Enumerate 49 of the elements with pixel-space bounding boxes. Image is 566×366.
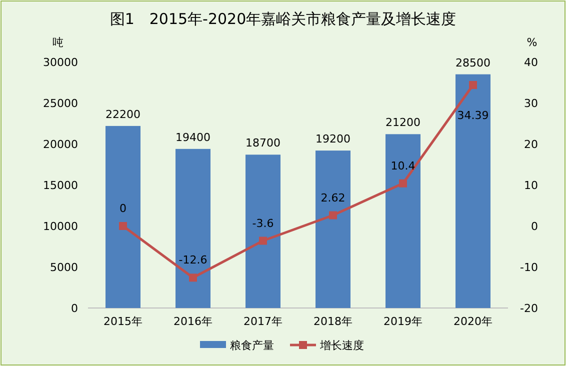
data-label: 34.39 xyxy=(457,109,489,122)
bar xyxy=(176,148,210,308)
x-tick-label: 2019年 xyxy=(384,315,422,328)
point xyxy=(119,222,127,230)
y2-tick-label: 40 xyxy=(524,56,538,69)
bar xyxy=(456,74,490,308)
legend-label: 粮食产量 xyxy=(230,339,274,352)
data-label: -3.6 xyxy=(252,216,274,230)
y-tick-label: 10000 xyxy=(43,220,78,233)
y2-tick-label: 20 xyxy=(524,138,538,151)
point xyxy=(399,179,407,188)
y2-tick-label: -20 xyxy=(520,302,538,315)
y2-axis-title: % xyxy=(526,36,538,49)
data-label: 0 xyxy=(120,202,126,215)
bar xyxy=(386,134,420,308)
point xyxy=(329,211,337,220)
bar xyxy=(316,150,350,308)
y-tick-label: 25000 xyxy=(43,97,78,110)
y2-tick-label: -10 xyxy=(520,261,538,274)
data-label: 2.62 xyxy=(320,191,346,204)
x-tick-label: 2017年 xyxy=(244,315,282,328)
data-label: 19200 xyxy=(316,132,350,146)
y-tick-label: 20000 xyxy=(43,138,78,151)
x-tick-label: 2018年 xyxy=(314,315,352,328)
y-tick-label: 0 xyxy=(71,302,78,315)
point xyxy=(469,81,477,89)
data-label: 18700 xyxy=(246,136,280,150)
bar xyxy=(106,126,140,308)
y2-tick-label: 10 xyxy=(524,179,538,192)
y-axis-title: 吨 xyxy=(52,36,64,49)
y-tick-label: 30000 xyxy=(43,56,78,69)
x-tick-label: 2016年 xyxy=(174,315,212,328)
legend-label: 增长速度 xyxy=(319,339,364,352)
data-label: 10.4 xyxy=(390,159,416,172)
data-label: 28500 xyxy=(456,56,490,70)
point xyxy=(189,274,197,282)
data-label: -12.6 xyxy=(178,254,208,267)
bar xyxy=(246,154,280,308)
data-label: 22200 xyxy=(106,108,140,121)
x-tick-label: 2020年 xyxy=(454,315,492,328)
x-tick-label: 2015年 xyxy=(104,315,142,328)
chart-title: 图1 2015年-2020年嘉峪关市粮食产量及增长速度 xyxy=(110,10,456,28)
y2-tick-label: 0 xyxy=(531,220,538,233)
point xyxy=(259,236,267,245)
data-label: 19400 xyxy=(176,130,210,144)
y-tick-label: 15000 xyxy=(43,179,78,192)
y-tick-label: 5000 xyxy=(50,261,78,274)
data-label: 21200 xyxy=(386,116,420,130)
y2-tick-label: 30 xyxy=(524,97,538,110)
